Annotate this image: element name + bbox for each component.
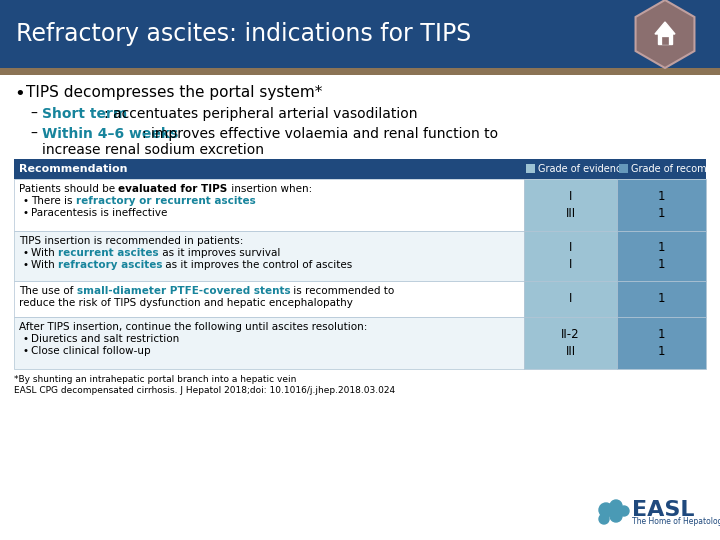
Text: •: • <box>14 85 24 103</box>
Text: •: • <box>22 260 28 270</box>
Text: •: • <box>22 196 28 206</box>
Text: Paracentesis is ineffective: Paracentesis is ineffective <box>31 208 167 218</box>
Polygon shape <box>655 22 675 34</box>
Text: III: III <box>565 345 575 358</box>
FancyBboxPatch shape <box>524 179 617 231</box>
Text: •: • <box>22 346 28 356</box>
Polygon shape <box>636 0 695 68</box>
Text: The Home of Hepatology: The Home of Hepatology <box>632 517 720 526</box>
Text: evaluated for TIPS: evaluated for TIPS <box>118 184 228 194</box>
Text: •: • <box>22 334 28 344</box>
FancyBboxPatch shape <box>14 317 524 369</box>
Text: •: • <box>22 248 28 258</box>
Text: Patients should be: Patients should be <box>19 184 118 194</box>
Text: 1: 1 <box>658 190 665 203</box>
Text: EASL: EASL <box>632 500 695 520</box>
Text: increase renal sodium excretion: increase renal sodium excretion <box>42 143 264 157</box>
FancyBboxPatch shape <box>524 231 617 281</box>
Text: –: – <box>30 127 37 141</box>
Circle shape <box>610 510 622 522</box>
Text: : accentuates peripheral arterial vasodilation: : accentuates peripheral arterial vasodi… <box>104 107 418 121</box>
FancyBboxPatch shape <box>14 281 524 317</box>
Text: With: With <box>31 260 58 270</box>
Text: 1: 1 <box>658 345 665 358</box>
Text: Close clinical follow-up: Close clinical follow-up <box>31 346 150 356</box>
Text: 1: 1 <box>658 241 665 254</box>
Text: Recommendation: Recommendation <box>19 164 127 174</box>
Text: is recommended to: is recommended to <box>290 286 395 296</box>
FancyBboxPatch shape <box>619 164 628 173</box>
Text: III: III <box>565 207 575 220</box>
Text: •: • <box>22 208 28 218</box>
Text: *By shunting an intrahepatic portal branch into a hepatic vein: *By shunting an intrahepatic portal bran… <box>14 375 297 384</box>
Text: TIPS insertion is recommended in patients:: TIPS insertion is recommended in patient… <box>19 236 243 246</box>
Text: –: – <box>30 107 37 121</box>
Text: After TIPS insertion, continue the following until ascites resolution:: After TIPS insertion, continue the follo… <box>19 322 367 332</box>
Text: With: With <box>31 248 58 258</box>
FancyBboxPatch shape <box>14 179 524 231</box>
Text: II-2: II-2 <box>561 328 580 341</box>
Text: insertion when:: insertion when: <box>228 184 312 194</box>
Text: recurrent ascites: recurrent ascites <box>58 248 158 258</box>
FancyBboxPatch shape <box>617 281 706 317</box>
FancyBboxPatch shape <box>14 159 706 179</box>
Text: as it improves the control of ascites: as it improves the control of ascites <box>163 260 353 270</box>
FancyBboxPatch shape <box>526 164 535 173</box>
Circle shape <box>599 503 613 517</box>
Circle shape <box>619 506 629 516</box>
Text: small-diameter PTFE-covered stents: small-diameter PTFE-covered stents <box>76 286 290 296</box>
Text: 1: 1 <box>658 293 665 306</box>
FancyBboxPatch shape <box>658 33 672 44</box>
FancyBboxPatch shape <box>14 231 524 281</box>
Text: EASL CPG decompensated cirrhosis. J Hepatol 2018;doi: 10.1016/j.jhep.2018.03.024: EASL CPG decompensated cirrhosis. J Hepa… <box>14 386 395 395</box>
Text: refractory or recurrent ascites: refractory or recurrent ascites <box>76 196 256 206</box>
Text: There is: There is <box>31 196 76 206</box>
Text: as it improves survival: as it improves survival <box>158 248 280 258</box>
Text: : improves effective volaemia and renal function to: : improves effective volaemia and renal … <box>142 127 498 141</box>
FancyBboxPatch shape <box>617 179 706 231</box>
Text: I: I <box>569 190 572 203</box>
Circle shape <box>599 514 609 524</box>
Text: Grade of recommendation: Grade of recommendation <box>631 164 720 174</box>
Text: Refractory ascites: indications for TIPS: Refractory ascites: indications for TIPS <box>16 22 472 46</box>
Text: Diuretics and salt restriction: Diuretics and salt restriction <box>31 334 179 344</box>
Text: I: I <box>569 241 572 254</box>
FancyBboxPatch shape <box>524 281 617 317</box>
Text: I: I <box>569 293 572 306</box>
FancyBboxPatch shape <box>662 37 668 44</box>
Text: 1: 1 <box>658 207 665 220</box>
Text: The use of: The use of <box>19 286 76 296</box>
FancyBboxPatch shape <box>0 68 720 75</box>
Text: 1: 1 <box>658 328 665 341</box>
FancyBboxPatch shape <box>617 317 706 369</box>
Text: I: I <box>569 258 572 271</box>
Text: reduce the risk of TIPS dysfunction and hepatic encephalopathy: reduce the risk of TIPS dysfunction and … <box>19 298 353 308</box>
Text: Grade of evidence: Grade of evidence <box>538 164 627 174</box>
FancyBboxPatch shape <box>0 0 720 68</box>
Text: 1: 1 <box>658 258 665 271</box>
Text: Short term: Short term <box>42 107 127 121</box>
Text: TIPS decompresses the portal system*: TIPS decompresses the portal system* <box>26 85 323 100</box>
Text: refractory ascites: refractory ascites <box>58 260 163 270</box>
FancyBboxPatch shape <box>617 231 706 281</box>
FancyBboxPatch shape <box>524 317 617 369</box>
Text: Within 4–6 weeks: Within 4–6 weeks <box>42 127 179 141</box>
Circle shape <box>610 500 622 512</box>
